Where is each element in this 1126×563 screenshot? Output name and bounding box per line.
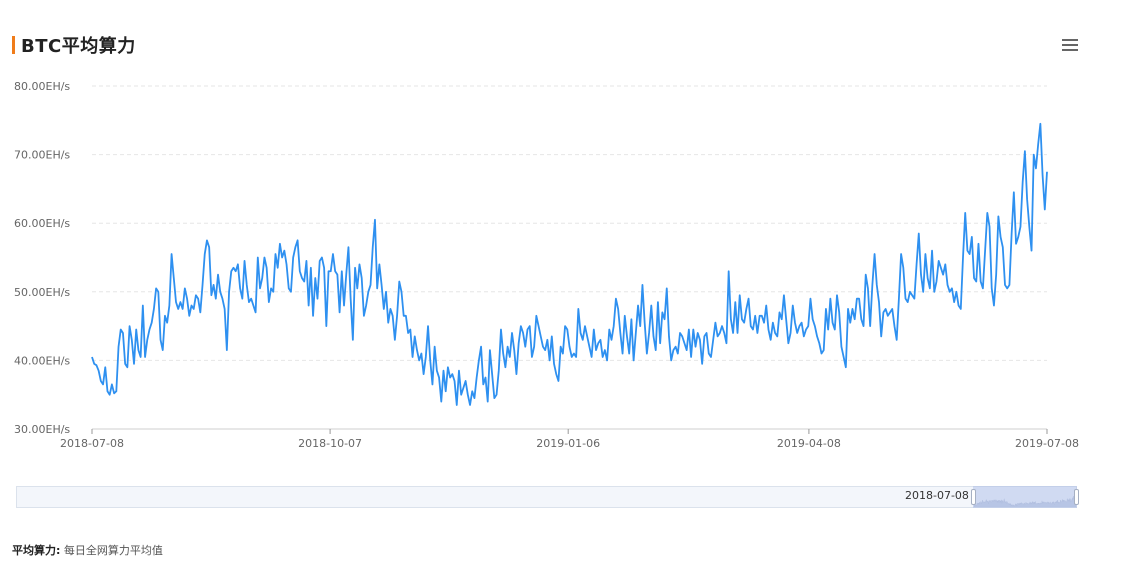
hashrate-line-chart: 30.00EH/s 40.00EH/s 50.00EH/s 60.00EH/s 70.0… — [14, 80, 1079, 450]
chart-title-wrap: BTC平均算力 — [12, 34, 136, 57]
grid-lines — [92, 85, 1047, 361]
series-layer — [91, 122, 1048, 406]
y-tick-label: 50.00EH/s — [14, 286, 70, 299]
x-tick-label: 2018-10-07 — [298, 437, 362, 450]
menu-line — [1062, 39, 1078, 41]
menu-line — [1062, 49, 1078, 51]
x-axis: 2018-07-08 2018-10-07 2019-01-06 2019-04-08… — [60, 428, 1079, 450]
x-tick-label: 2018-07-08 — [60, 437, 124, 450]
footnote-label: 平均算力: — [12, 544, 61, 557]
menu-line — [1062, 44, 1078, 46]
zoom-overview-area — [973, 494, 1076, 507]
y-tick-label: 40.00EH/s — [14, 354, 70, 367]
y-tick-label: 30.00EH/s — [14, 423, 70, 436]
data-zoom-selection[interactable] — [973, 486, 1077, 508]
y-tick-label: 80.00EH/s — [14, 80, 70, 93]
y-axis-labels: 30.00EH/s 40.00EH/s 50.00EH/s 60.00EH/s 70.0… — [14, 80, 70, 436]
title-accent-bar — [12, 36, 15, 54]
footnote-text: 每日全网算力平均值 — [63, 544, 163, 557]
footnote: 平均算力: 每日全网算力平均值 — [12, 542, 163, 558]
series-line-btc-hashrate — [91, 122, 1048, 406]
data-zoom-track[interactable] — [16, 486, 1077, 508]
x-tick-label: 2019-07-08 — [1015, 437, 1079, 450]
zoom-handle-right[interactable] — [1074, 489, 1079, 505]
y-tick-label: 70.00EH/s — [14, 149, 70, 162]
x-tick-label: 2019-04-08 — [777, 437, 841, 450]
y-tick-label: 60.00EH/s — [14, 217, 70, 230]
x-tick-label: 2019-01-06 — [536, 437, 600, 450]
hamburger-menu-icon[interactable] — [1062, 38, 1078, 54]
chart-title: BTC平均算力 — [21, 36, 136, 57]
zoom-handle-left[interactable] — [971, 489, 976, 505]
zoom-start-label: 2018-07-08 — [905, 489, 969, 502]
